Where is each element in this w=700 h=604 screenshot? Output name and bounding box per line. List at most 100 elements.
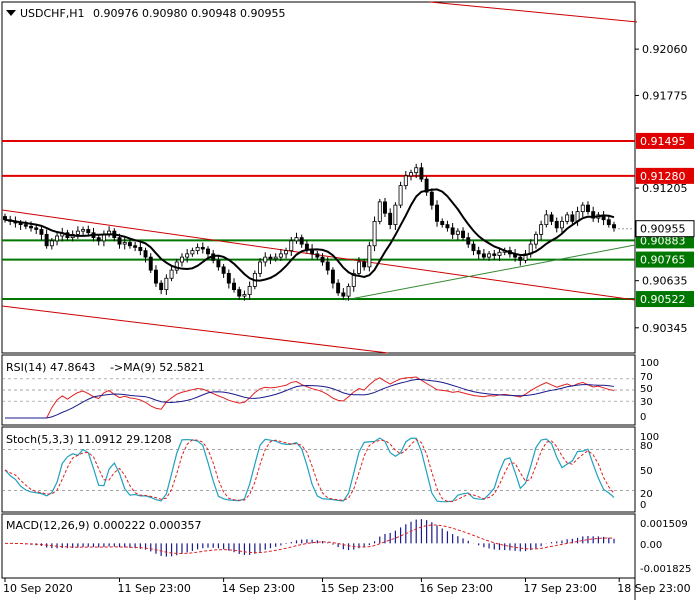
rsi-tick-label: 100	[640, 358, 659, 369]
candle-body	[476, 250, 481, 255]
rsi-tick-label: 50	[640, 384, 653, 395]
time-tick-label: 10 Sep 2020	[3, 582, 73, 595]
time-tick-label: 18 Sep 23:00	[617, 582, 690, 595]
candle-body	[221, 266, 226, 274]
macd-panel[interactable]	[1, 513, 636, 579]
candle-body	[242, 294, 247, 297]
stoch-tick-label: 0	[640, 500, 646, 511]
channel-lower-line[interactable]	[1, 305, 389, 354]
stoch-tick-label: 80	[640, 441, 653, 452]
level-label-0.91495: 0.91495	[640, 135, 686, 148]
macd-tick-label: -0.001825	[640, 564, 691, 575]
candle-body	[440, 220, 445, 226]
candle-body	[185, 253, 190, 258]
rsi-tick-label: 0	[640, 412, 646, 423]
candle-body	[330, 269, 335, 284]
symbol-title: USDCHF,H1	[20, 7, 85, 20]
candle-body	[237, 289, 242, 297]
candle-body	[190, 250, 195, 255]
candle-body	[127, 242, 132, 247]
candle-body	[138, 246, 143, 252]
candle-body	[195, 246, 200, 252]
stoch-tick-label: 50	[640, 466, 653, 477]
main-drawing-objects	[1, 1, 638, 354]
candle-body	[81, 229, 86, 232]
candle-body	[414, 167, 419, 174]
candle-body	[351, 272, 356, 287]
candle-body	[383, 201, 387, 214]
rsi-ma-line	[5, 379, 615, 419]
time-tick-label: 14 Sep 23:00	[222, 582, 295, 595]
candle-body	[461, 230, 466, 239]
candle-body	[216, 259, 221, 268]
macd-signal-line	[4, 524, 615, 555]
trend-support-line[interactable]	[344, 244, 636, 301]
candle-body	[44, 233, 49, 247]
candle-body	[570, 214, 575, 222]
level-tag-0.90765	[636, 251, 694, 268]
price-tick-label: 0.91205	[642, 182, 688, 195]
stoch-panel[interactable]	[1, 426, 636, 513]
level-tag-0.91495	[636, 132, 694, 149]
candle-body	[559, 220, 564, 229]
candle-body	[325, 261, 330, 271]
time-axis: 10 Sep 2020 11 Sep 23:00 14 Sep 23:00 15 Se…	[3, 578, 691, 595]
candle-body	[180, 256, 184, 263]
current-price-tag	[635, 220, 695, 238]
candle-body	[294, 237, 299, 242]
candle-body	[86, 229, 91, 234]
candle-body	[278, 253, 283, 258]
candle-body	[565, 214, 570, 222]
time-tick-label: 11 Sep 23:00	[118, 582, 191, 595]
candle-body	[398, 185, 403, 206]
symbol-menu-triangle-icon[interactable]	[6, 10, 16, 16]
candle-body	[34, 227, 39, 230]
candle-body	[586, 204, 590, 213]
candle-body	[226, 272, 231, 284]
candle-body	[393, 204, 398, 226]
candle-body	[606, 219, 611, 226]
candle-body	[159, 282, 164, 291]
candle-body	[450, 227, 455, 235]
price-tick-label: 0.92060	[642, 43, 688, 56]
stoch-tick-label: 20	[640, 489, 653, 500]
macd-tick-label: 0.00	[640, 540, 662, 551]
candle-body	[284, 250, 289, 255]
candle-body	[247, 285, 252, 295]
time-tick-label: 15 Sep 23:00	[321, 582, 394, 595]
main-price-panel[interactable]	[1, 1, 636, 354]
candle-body	[419, 167, 424, 180]
candle-body	[591, 211, 596, 219]
candle-body	[554, 220, 559, 229]
level-label-0.91280: 0.91280	[640, 170, 686, 183]
rsi-tick-label: 70	[640, 372, 653, 383]
candle-body	[544, 214, 549, 226]
stoch-title: Stoch(5,3,3) 11.0912 29.1208	[6, 433, 172, 446]
candle-body	[471, 243, 476, 252]
candle-body	[263, 256, 268, 263]
candle-body	[320, 256, 325, 263]
candle-body	[75, 230, 80, 235]
macd-tick-label: 0.001509	[640, 519, 688, 530]
candle-body	[122, 242, 127, 245]
candle-body	[258, 261, 263, 274]
candle-body	[377, 201, 382, 222]
candle-body	[539, 224, 544, 235]
channel-upper-top-line[interactable]	[429, 1, 638, 23]
ohlc-values: 0.90976 0.90980 0.90948 0.90955	[93, 7, 285, 20]
candle-body	[455, 230, 460, 235]
candle-body	[117, 237, 122, 245]
candle-body	[367, 245, 372, 268]
candle-body	[169, 269, 174, 279]
candle-body	[206, 248, 210, 255]
moving-average-layer	[4, 188, 615, 282]
current-price-label: 0.90955	[640, 223, 686, 236]
level-label-0.90765: 0.90765	[640, 254, 686, 267]
candle-body	[362, 261, 367, 268]
candle-body	[289, 240, 294, 252]
macd-layer: 0.001509 0.00 -0.001825	[4, 519, 691, 575]
price-tick-label: 0.90635	[642, 275, 688, 288]
candle-body	[435, 204, 439, 222]
